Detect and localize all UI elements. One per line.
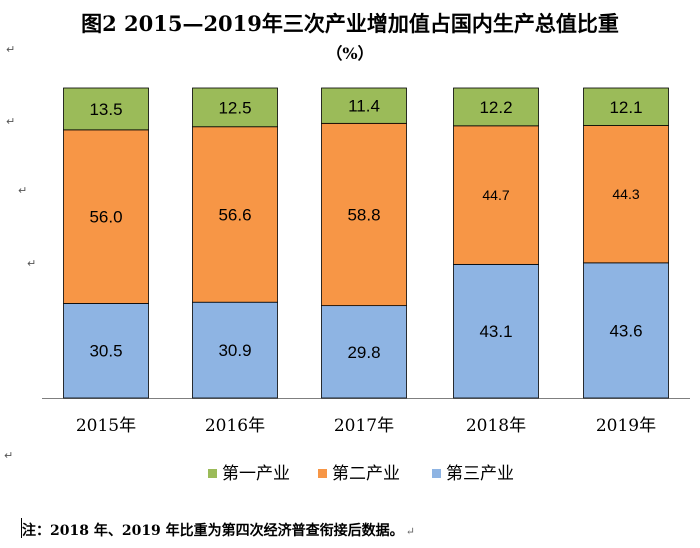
x-tick-label-4: 2019年 xyxy=(596,416,656,436)
x-tick-label-3: 2018年 xyxy=(466,416,526,436)
chart-unit-label: （%） xyxy=(326,44,374,63)
paragraph-mark: ↵ xyxy=(6,115,16,128)
chart-title: 图2 2015—2019年三次产业增加值占国内生产总值比重 xyxy=(81,11,619,36)
bar-series-0-3 xyxy=(453,263,539,399)
x-tick-label-1: 2016年 xyxy=(205,416,265,436)
data-label-series-2-4: 12.1 xyxy=(609,98,642,117)
data-label-series-0-0: 30.5 xyxy=(89,342,122,361)
bar-series-2-1 xyxy=(192,87,278,128)
bar-series-2-2 xyxy=(321,87,407,124)
legend-label-0: 第一产业 xyxy=(222,464,290,484)
legend-label-2: 第三产业 xyxy=(446,464,514,484)
data-label-series-2-2: 11.4 xyxy=(348,97,380,116)
legend-swatch-1 xyxy=(318,469,327,478)
bar-series-2-3 xyxy=(453,87,539,127)
paragraph-mark: ↵ xyxy=(4,449,14,462)
bar-series-1-4 xyxy=(583,125,669,264)
data-label-series-1-4: 44.3 xyxy=(612,186,639,202)
bar-series-0-0 xyxy=(63,303,149,399)
paragraph-mark: ↵ xyxy=(405,525,415,538)
x-tick-label-2: 2017年 xyxy=(334,416,394,436)
paragraph-mark: ↵ xyxy=(18,184,28,197)
data-label-series-2-1: 12.5 xyxy=(218,98,251,117)
data-label-series-0-1: 30.9 xyxy=(218,341,251,360)
paragraph-mark: ↵ xyxy=(27,257,37,270)
footnote: 注：2018 年、2019 年比重为第四次经济普查衔接后数据。 ↵ xyxy=(22,520,415,540)
bar-series-1-3 xyxy=(453,125,539,265)
legend-label-1: 第二产业 xyxy=(332,464,400,484)
footnote-text: 注：2018 年、2019 年比重为第四次经济普查衔接后数据。 xyxy=(22,523,404,539)
bar-series-1-2 xyxy=(321,122,407,307)
bar-series-2-0 xyxy=(63,87,149,131)
bar-series-0-1 xyxy=(192,301,278,399)
data-label-series-1-3: 44.7 xyxy=(482,187,509,203)
legend-swatch-2 xyxy=(432,469,441,478)
data-label-series-2-0: 13.5 xyxy=(89,100,122,119)
data-label-series-0-2: 29.8 xyxy=(347,343,380,362)
data-label-series-2-3: 12.2 xyxy=(479,98,512,117)
data-label-series-1-2: 58.8 xyxy=(347,205,380,224)
x-tick-label-0: 2015年 xyxy=(76,416,136,436)
legend-swatch-0 xyxy=(208,469,217,478)
data-label-series-0-3: 43.1 xyxy=(479,322,512,341)
bar-series-0-2 xyxy=(321,305,407,399)
bar-series-2-4 xyxy=(583,87,669,126)
paragraph-mark: ↵ xyxy=(6,43,16,56)
data-label-series-1-0: 56.0 xyxy=(89,208,122,227)
data-label-series-0-4: 43.6 xyxy=(609,321,642,340)
text-cursor xyxy=(21,518,22,538)
stacked-bar-chart: 30.5 56.0 13.5 2015年 30.9 56.6 12.5 2016年 29.8 58… xyxy=(42,87,690,484)
bar-series-0-4 xyxy=(583,262,669,399)
bar-series-1-1 xyxy=(192,126,278,303)
data-label-series-1-1: 56.6 xyxy=(218,205,251,224)
